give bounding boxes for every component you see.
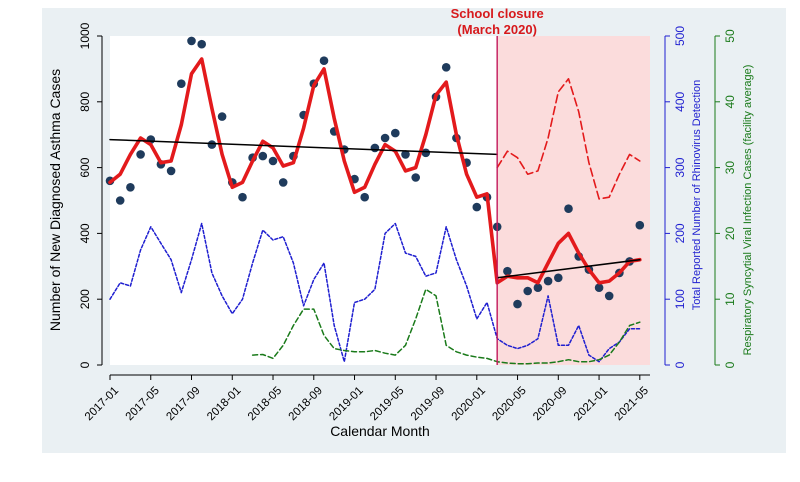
asthma-point (543, 276, 553, 286)
asthma-point (554, 273, 563, 283)
asthma-point (401, 150, 410, 159)
y-right1-tick-label: 200 (673, 223, 687, 243)
y-right1-tick-label: 100 (673, 289, 687, 309)
asthma-point (523, 286, 532, 296)
y-axis-left-label: Number of New Diagnosed Asthma Cases (47, 69, 63, 331)
asthma_trend_post-line (496, 258, 641, 279)
y-left-tick-label: 1000 (78, 22, 92, 49)
school-closure-annotation: School closure (451, 6, 544, 21)
asthma-point (411, 173, 421, 182)
asthma-point (217, 112, 227, 121)
y-right2-tick-label: 0 (723, 361, 737, 368)
asthma-point (166, 166, 176, 176)
y-right2-tick-label: 50 (723, 29, 737, 43)
asthma-point (604, 291, 614, 301)
closure-shaded-region (497, 36, 650, 365)
series-layer (105, 36, 645, 365)
asthma-point (177, 79, 186, 88)
asthma-point (635, 220, 645, 230)
school-closure-annotation-date: (March 2020) (457, 22, 536, 37)
asthma-point (268, 156, 278, 166)
asthma-point (187, 36, 196, 46)
asthma-point (115, 196, 125, 205)
asthma-point (380, 133, 390, 143)
asthma-point (238, 192, 247, 202)
y-right2-tick-label: 20 (723, 226, 737, 240)
y-right1-tick-label: 300 (673, 157, 687, 177)
rhinovirus-line (109, 222, 641, 363)
asthma-point (503, 266, 512, 276)
asthma-point (533, 283, 543, 293)
asthma-point (472, 202, 482, 212)
y-axis-right2-label: Respiratory Syncytial Viral Infection Ca… (742, 65, 754, 356)
y-right1-tick-label: 0 (673, 361, 687, 368)
y-left-tick-label: 400 (78, 223, 92, 243)
asthma-point (136, 150, 145, 159)
asthma-point (207, 140, 217, 149)
asthma-point (441, 63, 451, 72)
asthma-point (126, 183, 135, 192)
asthma_fitted-line (108, 57, 642, 285)
y-left-tick-label: 600 (78, 157, 92, 177)
y-right2-tick-label: 30 (723, 161, 737, 175)
asthma-point (197, 39, 206, 49)
asthma-point (391, 128, 400, 138)
y-left-tick-label: 0 (78, 361, 92, 368)
asthma-point (278, 178, 288, 187)
y-right2-tick-label: 40 (723, 95, 737, 109)
asthma-point (564, 204, 573, 213)
y-axis-right1-label: Total Reported Number of Rhinovirus Dete… (691, 80, 703, 311)
asthma-point (360, 192, 370, 202)
y-right1-tick-label: 400 (673, 91, 687, 111)
y-right2-tick-label: 10 (723, 292, 737, 306)
asthma-point (421, 148, 431, 158)
rsv-line (251, 288, 641, 365)
y-right1-tick-label: 500 (673, 26, 687, 46)
asthma-point (370, 143, 380, 153)
asthma_trend_pre-line (109, 138, 498, 156)
asthma-point (319, 56, 329, 65)
asthma_counterfactual-line (496, 78, 641, 200)
asthma-point (594, 283, 604, 293)
asthma-point (513, 299, 522, 309)
x-axis-label: Calendar Month (330, 423, 430, 439)
asthma-point (258, 151, 268, 161)
y-left-tick-label: 200 (78, 289, 92, 309)
y-left-tick-label: 800 (78, 91, 92, 111)
